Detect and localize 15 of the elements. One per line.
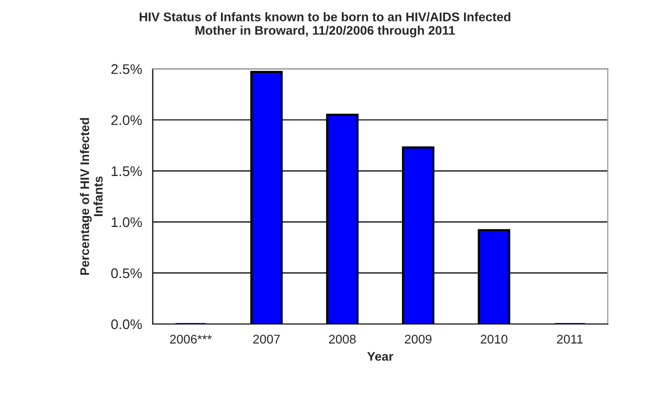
x-axis-title: Year	[367, 352, 394, 361]
y-tick-label: 1.0%	[112, 217, 142, 228]
chart-title: HIV Status of Infants known to be born to an HIV/AIDS Infected Mother in Broward, 11/20/2006 through 2011	[140, 12, 510, 38]
x-tick-label: 2007	[253, 334, 280, 344]
x-tick-label: 2011	[557, 334, 583, 344]
y-tick-label: 2.0%	[111, 115, 142, 126]
y-axis-title: Percentage of HIV Infected Infants	[80, 118, 103, 275]
x-tick-label: 2008	[329, 334, 356, 344]
y-tick-label: 0.0%	[111, 319, 142, 330]
x-tick-label: 2006***	[170, 334, 212, 344]
y-tick-label: 2.5%	[111, 64, 142, 74]
y-tick-label: 0.5%	[111, 268, 142, 278]
x-tick-label: 2010	[480, 334, 508, 344]
x-tick-label: 2009	[404, 334, 432, 344]
y-tick-label: 1.5%	[112, 166, 142, 176]
